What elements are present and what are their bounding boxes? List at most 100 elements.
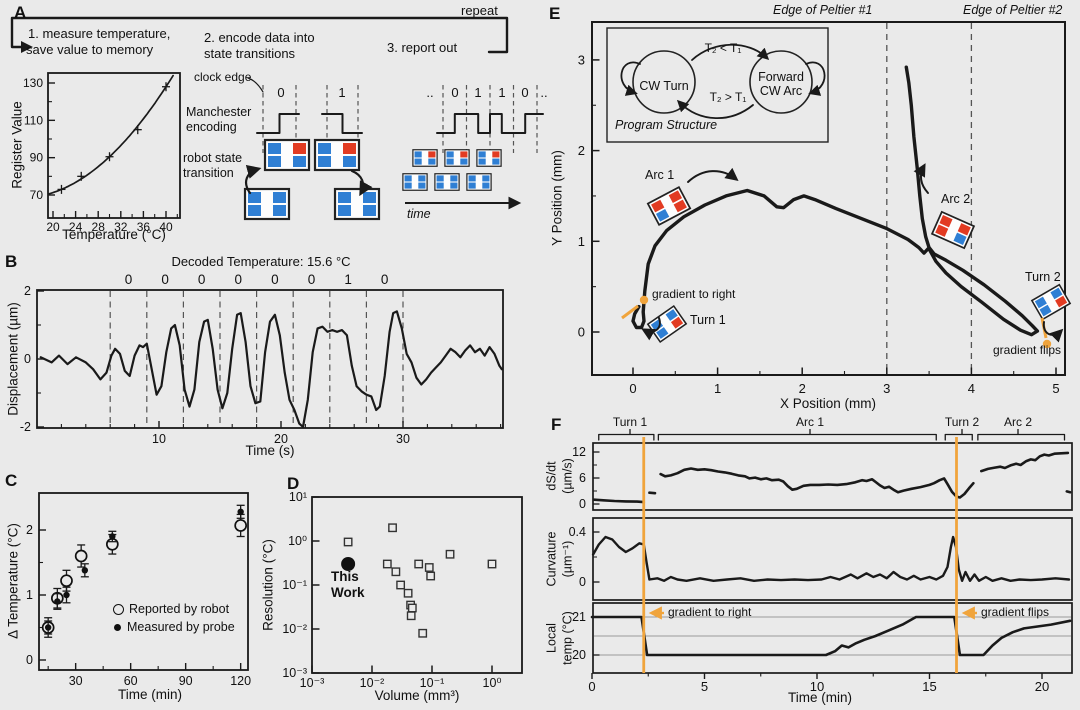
svg-text:2: 2 <box>578 143 585 158</box>
displacement-ylabel: Displacement (µm) <box>6 302 21 416</box>
decoded-bit: 0 <box>235 272 243 288</box>
bracket-label-arc1: Arc 1 <box>796 416 824 430</box>
robot-state-label-line1: robot state <box>183 151 242 165</box>
svg-text:120: 120 <box>230 674 251 688</box>
step1-line2: save value to memory <box>26 43 153 58</box>
robot-icon-arc2 <box>932 212 974 248</box>
displacement-xlabel: Time (s) <box>246 443 295 459</box>
seq-bit: 0 <box>521 86 528 101</box>
svg-text:0: 0 <box>578 325 585 340</box>
arc2-annotation: Arc 2 <box>941 192 970 206</box>
decoded-bit: 0 <box>125 272 133 288</box>
legend-item-robot: Reported by robot <box>113 602 229 616</box>
clock-edge-label: clock edge <box>194 71 251 85</box>
delta-temp-ylabel: Δ Temperature (°C) <box>6 523 21 639</box>
repeat-label: repeat <box>461 4 498 19</box>
d-xtick: 10⁰ <box>483 676 502 690</box>
svg-text:110: 110 <box>24 113 43 127</box>
robot-icon-bit1-hot <box>315 140 359 170</box>
d-xtick: 10⁻² <box>360 676 385 690</box>
svg-text:2: 2 <box>799 381 806 396</box>
volume-xlabel: Volume (mm³) <box>375 688 460 704</box>
svg-text:60: 60 <box>124 674 138 688</box>
d-ytick: 10⁻² <box>282 622 307 636</box>
svg-text:2: 2 <box>24 284 31 298</box>
svg-text:10: 10 <box>152 432 166 446</box>
svg-text:4: 4 <box>968 381 975 396</box>
program-structure-caption: Program Structure <box>615 118 717 132</box>
robot-icon-bit0-hot <box>265 140 309 170</box>
open-circle-icon <box>113 604 124 615</box>
trajectory-xlabel: X Position (mm) <box>780 396 876 412</box>
gradient-to-right-annotation: gradient to right <box>652 288 735 302</box>
figure: 202428323640709011013010203020-230609012… <box>0 0 1080 710</box>
decoded-bit: 0 <box>198 272 206 288</box>
register-ylabel: Register Value <box>10 101 25 189</box>
turn1-annotation: Turn 1 <box>690 313 726 327</box>
curvature-ylabel-line1: Curvature <box>544 532 560 587</box>
filled-circle-icon <box>114 624 121 631</box>
this-work-label: This Work <box>331 569 379 601</box>
svg-text:1: 1 <box>578 234 585 249</box>
condition-bottom: T₂ > T₁ <box>710 91 747 105</box>
svg-text:30: 30 <box>69 674 83 688</box>
svg-text:130: 130 <box>23 76 43 90</box>
svg-text:12: 12 <box>572 445 586 459</box>
d-xtick: 10⁻¹ <box>420 676 445 690</box>
svg-text:0: 0 <box>24 352 31 366</box>
step3: 3. report out <box>387 41 457 56</box>
robot-icon-seq-cool-2 <box>467 174 491 191</box>
svg-text:70: 70 <box>30 188 44 202</box>
d-ytick: 10⁰ <box>288 534 307 548</box>
svg-text:20: 20 <box>1035 679 1049 694</box>
svg-text:5: 5 <box>701 679 708 694</box>
peltier1-label: Edge of Peltier #1 <box>773 3 872 17</box>
register-xlabel: Temperature (°C) <box>62 227 166 243</box>
seq-bit: 1 <box>474 86 481 101</box>
manchester-label-line1: Manchester <box>186 105 251 119</box>
state-cw-turn: CW Turn <box>639 79 688 93</box>
svg-text:15: 15 <box>922 679 936 694</box>
svg-text:1: 1 <box>714 381 721 396</box>
panel-a-label: A <box>14 3 26 23</box>
peltier2-label: Edge of Peltier #2 <box>963 3 1062 17</box>
legend-label: Measured by probe <box>127 620 235 634</box>
bit-label-1: 1 <box>338 86 345 101</box>
seq-bit: .. <box>540 86 547 101</box>
decoded-temperature-title: Decoded Temperature: 15.6 °C <box>171 255 350 270</box>
svg-text:90: 90 <box>179 674 193 688</box>
seq-bit: 1 <box>498 86 505 101</box>
svg-text:90: 90 <box>30 151 44 165</box>
robot-icon-bit1-cool <box>335 189 379 219</box>
decoded-bit: 0 <box>271 272 279 288</box>
decoded-bit: 0 <box>308 272 316 288</box>
dsdt-ylabel-line2: (µm/s) <box>560 458 576 494</box>
condition-top: T₂ < T₁ <box>705 42 742 56</box>
robot-icon-bit0-cool <box>245 189 289 219</box>
arc1-annotation: Arc 1 <box>645 168 674 182</box>
f-gradient-flips: gradient flips <box>981 606 1049 620</box>
panel-b-label: B <box>5 252 17 272</box>
step2-line1: 2. encode data into <box>204 31 315 46</box>
svg-text:0: 0 <box>588 679 595 694</box>
manchester-label-line2: encoding <box>186 120 237 134</box>
trajectory-ylabel: Y Position (mm) <box>550 150 565 246</box>
svg-text:6: 6 <box>579 471 586 485</box>
svg-text:30: 30 <box>396 432 410 446</box>
f-gradient-to-right: gradient to right <box>668 606 751 620</box>
decoded-bit: 0 <box>381 272 389 288</box>
robot-state-label-line2: transition <box>183 166 234 180</box>
turn2-annotation: Turn 2 <box>1025 270 1061 284</box>
resolution-ylabel: Resolution (°C) <box>261 539 276 631</box>
robot-icon-seq-hot-0 <box>413 150 437 167</box>
robot-icon-seq-hot-1 <box>445 150 469 167</box>
panel-e-label: E <box>549 4 560 24</box>
svg-text:0: 0 <box>26 653 33 667</box>
state-forward-line2: CW Arc <box>760 84 802 98</box>
panel-c-label: C <box>5 471 17 491</box>
bracket-label-turn2: Turn 2 <box>945 416 979 430</box>
d-ytick: 10¹ <box>289 490 307 504</box>
d-ytick: 10⁻³ <box>282 666 307 680</box>
dsdt-ylabel: dS/dt (µm/s) <box>544 458 575 494</box>
decoded-bit: 0 <box>161 272 169 288</box>
